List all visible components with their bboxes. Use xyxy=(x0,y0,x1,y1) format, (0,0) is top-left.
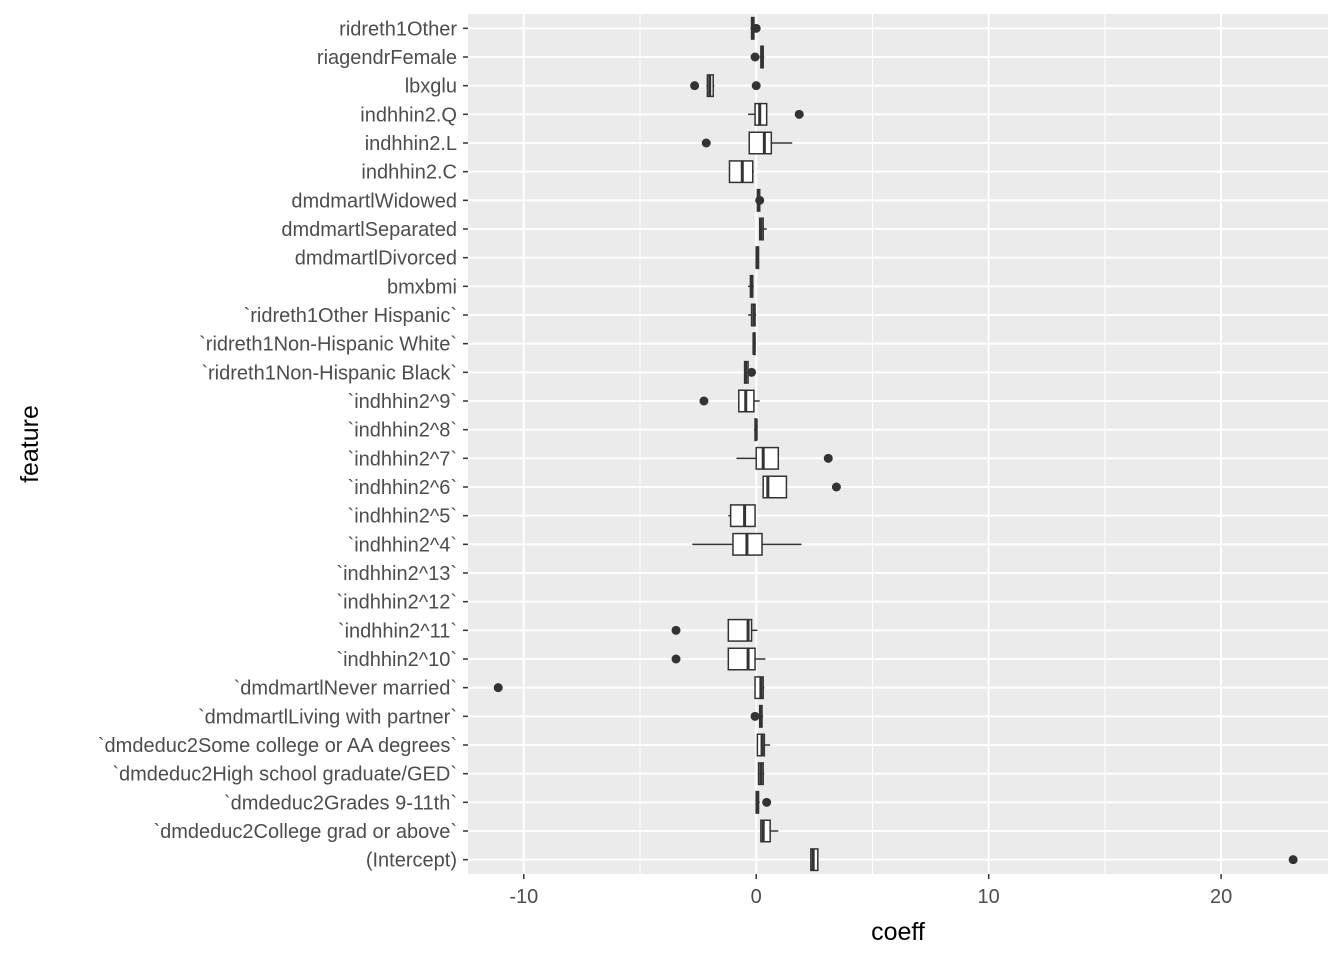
box xyxy=(755,446,780,470)
y-tick-label: `dmdeduc2College grad or above` xyxy=(153,821,457,843)
box-group xyxy=(493,676,765,700)
box-group xyxy=(671,647,766,671)
x-axis-title: coeff xyxy=(871,918,925,946)
plot-panel xyxy=(468,14,1328,874)
outlier-point xyxy=(701,138,711,148)
outlier-point xyxy=(794,109,804,119)
x-tick-label: -10 xyxy=(509,886,538,908)
y-tick-label: `indhhin2^8` xyxy=(348,420,457,442)
y-tick-label: indhhin2.L xyxy=(365,133,457,155)
y-tick-label: lbxglu xyxy=(405,76,457,98)
outlier-point xyxy=(747,367,757,377)
outlier-point xyxy=(750,711,760,721)
y-tick-label: indhhin2.C xyxy=(361,162,457,184)
y-tick-label: `ridreth1Other Hispanic` xyxy=(244,305,457,327)
y-tick-label: `dmdmartlLiving with partner` xyxy=(198,706,457,728)
box-group xyxy=(748,274,754,298)
box-group xyxy=(748,102,804,126)
y-tick-label: `ridreth1Non-Hispanic White` xyxy=(199,334,457,356)
box xyxy=(727,618,753,642)
y-axis-title: feature xyxy=(16,405,44,483)
outlier-point xyxy=(750,52,760,62)
box-group xyxy=(757,762,765,786)
y-tick-label: dmdmartlWidowed xyxy=(291,190,457,212)
outlier-point xyxy=(762,797,772,807)
box xyxy=(760,819,771,843)
outlier-point xyxy=(493,683,503,693)
x-tick-label: 20 xyxy=(1210,886,1232,908)
box xyxy=(748,131,773,155)
box-group xyxy=(756,733,771,757)
y-tick-label: `dmdeduc2Some college or AA degrees` xyxy=(98,735,457,757)
outlier-point xyxy=(690,81,700,91)
y-tick-label: `indhhin2^13` xyxy=(336,563,457,585)
outlier-point xyxy=(823,453,833,463)
box-group xyxy=(699,389,760,413)
y-tick-label: dmdmartlDivorced xyxy=(295,248,457,270)
outlier-point xyxy=(831,482,841,492)
outlier-point xyxy=(751,81,761,91)
box-group xyxy=(728,504,756,528)
y-tick-label: `indhhin2^6` xyxy=(348,477,457,499)
y-tick-label: dmdmartlSeparated xyxy=(281,219,457,241)
box-group xyxy=(810,848,1298,872)
y-tick-label: `indhhin2^12` xyxy=(336,592,457,614)
box-group xyxy=(701,131,793,155)
box-group xyxy=(736,446,833,470)
y-tick-label: `ridreth1Non-Hispanic Black` xyxy=(201,362,457,384)
outlier-point xyxy=(671,654,681,664)
box-group xyxy=(755,246,760,270)
box-group xyxy=(755,790,772,814)
box-group xyxy=(762,475,841,499)
box-group xyxy=(752,332,756,356)
box xyxy=(729,504,756,528)
y-tick-label: (Intercept) xyxy=(366,850,457,872)
x-tick-label: 0 xyxy=(751,886,762,908)
outlier-point xyxy=(751,23,761,33)
y-tick-label: `dmdmartlNever married` xyxy=(234,678,457,700)
box xyxy=(754,676,764,700)
box-group xyxy=(690,74,761,98)
y-tick-label: `dmdeduc2High school graduate/GED` xyxy=(112,764,457,786)
y-tick-label: bmxbmi xyxy=(387,276,457,298)
y-tick-label: `dmdeduc2Grades 9-11th` xyxy=(224,792,457,814)
y-axis: ridreth1Other riagendrFemale lbxglu indhhin… xyxy=(98,18,468,872)
y-tick-label: `indhhin2^10` xyxy=(336,649,457,671)
box-group xyxy=(748,303,757,327)
grid-minor xyxy=(639,14,1106,874)
x-tick-label: 10 xyxy=(978,886,1000,908)
y-tick-label: `indhhin2^4` xyxy=(348,534,457,556)
grid-major xyxy=(468,14,1328,874)
y-tick-label: ridreth1Other xyxy=(339,18,457,40)
y-tick-label: `indhhin2^7` xyxy=(348,448,457,470)
outlier-point xyxy=(699,396,709,406)
box-group xyxy=(755,188,765,212)
box-group xyxy=(750,704,764,728)
x-axis: -10 0 10 20 xyxy=(509,874,1232,908)
box xyxy=(727,647,756,671)
outlier-point xyxy=(671,625,681,635)
outlier-point xyxy=(1288,855,1298,865)
y-tick-label: indhhin2.Q xyxy=(360,104,457,126)
box-group xyxy=(728,160,754,184)
box-group xyxy=(750,45,765,69)
y-tick-label: `indhhin2^5` xyxy=(348,506,457,528)
box-group xyxy=(750,16,761,40)
box-group xyxy=(743,360,757,384)
box-group xyxy=(753,418,758,442)
boxes xyxy=(493,16,1298,872)
y-tick-label: `indhhin2^9` xyxy=(348,391,457,413)
y-tick-label: riagendrFemale xyxy=(317,47,457,69)
box-group xyxy=(758,217,767,241)
box-group xyxy=(760,819,779,843)
y-tick-label: `indhhin2^11` xyxy=(338,620,457,642)
outlier-point xyxy=(755,195,765,205)
box-group xyxy=(692,532,802,556)
box-group xyxy=(671,618,758,642)
